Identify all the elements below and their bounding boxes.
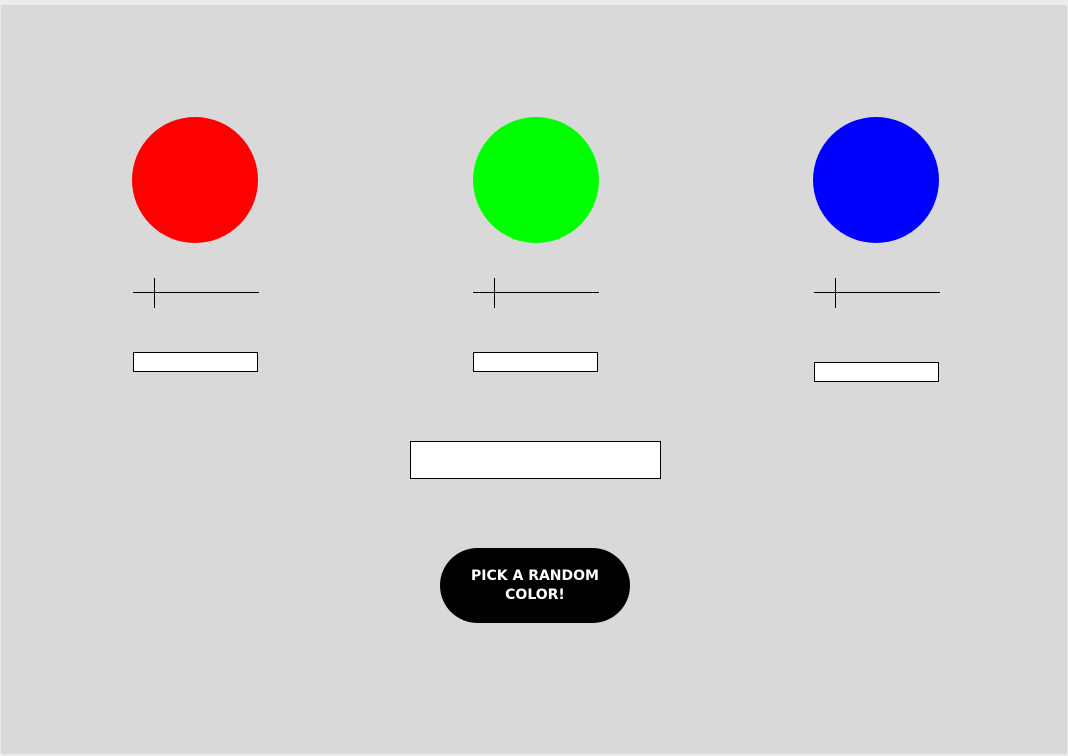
green-slider[interactable] [473, 278, 599, 310]
green-slider-track [473, 292, 599, 293]
blue-slider-thumb[interactable] [835, 278, 836, 308]
blue-slider-track [814, 292, 940, 293]
green-swatch [473, 117, 599, 243]
green-value-input[interactable] [473, 352, 598, 372]
random-color-button-label: PICK A RANDOM COLOR! [471, 567, 599, 603]
blue-value-input[interactable] [814, 362, 939, 382]
app-canvas: PICK A RANDOM COLOR! [1, 5, 1067, 754]
red-slider-thumb[interactable] [154, 278, 155, 308]
red-value-input[interactable] [133, 352, 258, 372]
red-slider[interactable] [133, 278, 259, 310]
random-color-button[interactable]: PICK A RANDOM COLOR! [440, 548, 630, 623]
color-code-input[interactable] [410, 441, 661, 479]
red-slider-track [133, 292, 259, 293]
blue-swatch [813, 117, 939, 243]
red-swatch [132, 117, 258, 243]
green-slider-thumb[interactable] [494, 278, 495, 308]
blue-slider[interactable] [814, 278, 940, 310]
